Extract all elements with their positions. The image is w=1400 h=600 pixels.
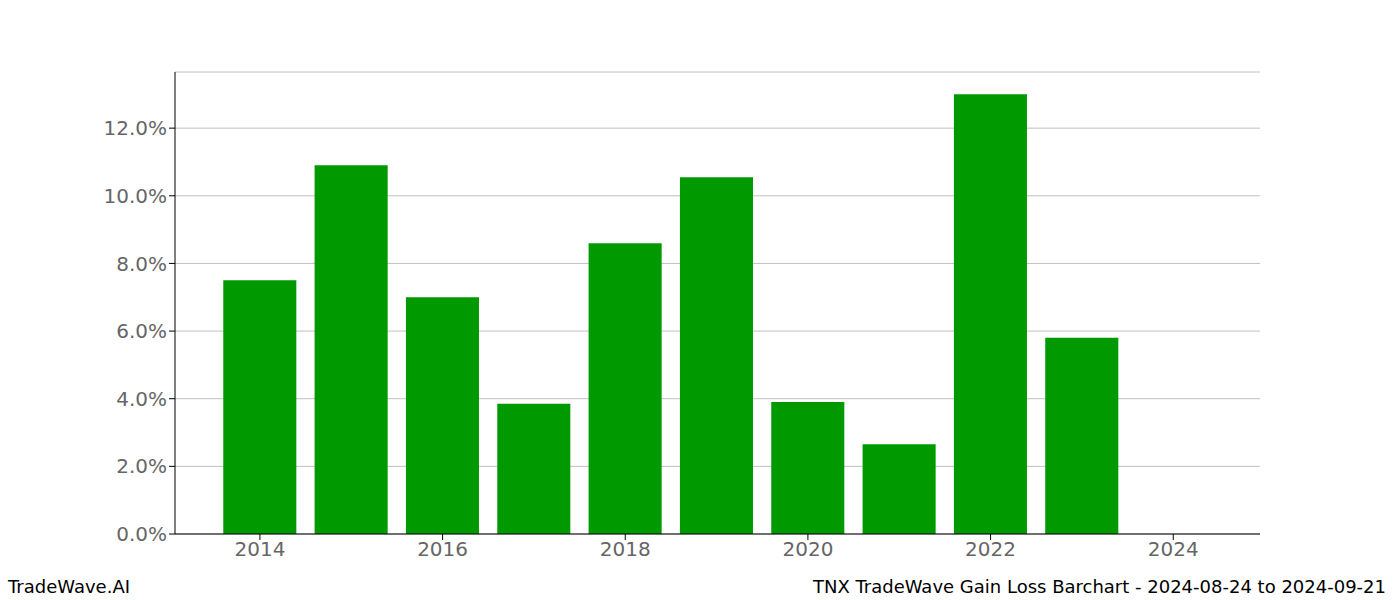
svg-text:2.0%: 2.0% (116, 454, 167, 478)
svg-text:0.0%: 0.0% (116, 522, 167, 546)
svg-text:10.0%: 10.0% (103, 184, 167, 208)
svg-text:12.0%: 12.0% (103, 116, 167, 140)
svg-text:2018: 2018 (600, 537, 651, 561)
svg-text:2022: 2022 (965, 537, 1016, 561)
svg-text:6.0%: 6.0% (116, 319, 167, 343)
html-text:TradeWave.AI: TradeWave.AI (8, 576, 130, 597)
svg-text:2016: 2016 (417, 537, 468, 561)
svg-text:2020: 2020 (782, 537, 833, 561)
svg-text:8.0%: 8.0% (116, 252, 167, 276)
html-text:TNX TradeWave Gain Loss Barcha: TNX TradeWave Gain Loss Barchart - 2024-… (812, 576, 1386, 597)
svg-text:2024: 2024 (1148, 537, 1199, 561)
svg-text:4.0%: 4.0% (116, 387, 167, 411)
svg-text:2014: 2014 (234, 537, 285, 561)
